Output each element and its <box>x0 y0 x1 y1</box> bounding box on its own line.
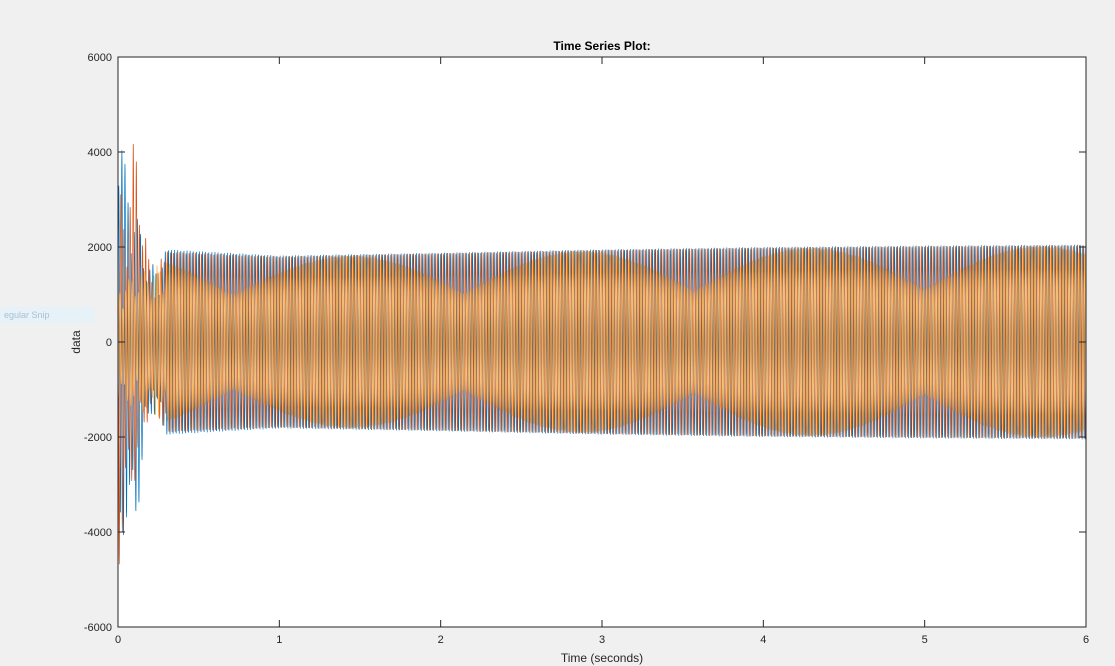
y-axis-label: data <box>69 330 83 354</box>
series-layer <box>118 143 1086 565</box>
x-tick-label: 4 <box>760 634 766 646</box>
x-tick-label: 2 <box>438 634 444 646</box>
x-tick-label: 6 <box>1083 634 1089 646</box>
x-axis-label: Time (seconds) <box>561 651 643 665</box>
y-tick-label: -6000 <box>84 622 112 634</box>
x-tick-label: 0 <box>115 634 121 646</box>
y-tick-label: -2000 <box>84 432 112 444</box>
chart-title: Time Series Plot: <box>553 39 650 53</box>
x-tick-label: 1 <box>276 634 282 646</box>
x-tick-label: 3 <box>599 634 605 646</box>
y-tick-label: 2000 <box>88 242 112 254</box>
series-line-2 <box>118 143 1086 565</box>
y-tick-label: 4000 <box>88 147 112 159</box>
y-tick-label: -4000 <box>84 527 112 539</box>
snip-side-tab[interactable]: egular Snip <box>0 307 94 323</box>
y-tick-label: 6000 <box>88 52 112 64</box>
series-line-3 <box>118 246 1086 438</box>
ticks-layer: 0 1 2 3 4 5 6 -6000 -4000 -2000 0 2000 4000 6000 <box>84 52 1089 646</box>
x-tick-label: 5 <box>922 634 928 646</box>
y-tick-label: 0 <box>106 337 112 349</box>
series-line-1 <box>118 150 1086 536</box>
